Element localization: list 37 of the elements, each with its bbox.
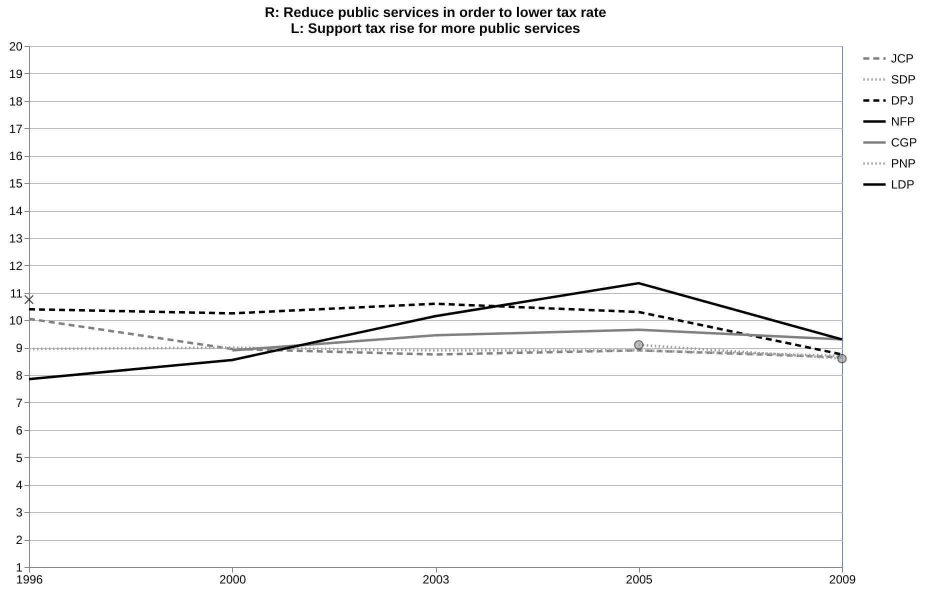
y-tick-label: 8 <box>16 368 23 383</box>
x-tick-label: 2009 <box>829 572 856 586</box>
x-tick-label: 2003 <box>422 572 450 586</box>
y-tick-label: 7 <box>16 396 23 410</box>
x-tick-label: 2005 <box>626 572 653 586</box>
y-tick-label: 13 <box>9 231 23 246</box>
y-tick-label: 5 <box>16 450 23 465</box>
x-tick-label: 1996 <box>16 572 44 586</box>
point <box>837 354 847 364</box>
y-tick-label: 2 <box>16 533 23 548</box>
y-tick-label: 17 <box>9 122 23 136</box>
y-tick-label: 3 <box>16 506 23 520</box>
line-series <box>28 282 844 380</box>
y-tick-label: 14 <box>9 204 23 218</box>
y-tick-label: 15 <box>9 176 23 191</box>
y-tick-label: 10 <box>9 314 23 328</box>
legend-label: JCP <box>891 52 914 66</box>
y-tick-label: 9 <box>16 341 23 356</box>
chart-title: R: Reduce public services in order to lower tax rate L: Support tax rise for more public services <box>264 4 606 36</box>
y-tick-label: 19 <box>9 66 23 81</box>
legend-label: PNP <box>891 156 916 170</box>
y-tick-label: 20 <box>9 40 23 54</box>
x-tick-label: 2000 <box>219 572 246 586</box>
y-tick-label: 4 <box>16 478 23 492</box>
legend-label: LDP <box>891 178 914 192</box>
legend-label: DPJ <box>891 94 914 108</box>
legend-label: CGP <box>891 136 918 150</box>
y-tick-label: 6 <box>16 423 23 438</box>
point <box>634 340 644 350</box>
y-tick-label: 16 <box>9 149 23 164</box>
legend-label: NFP <box>891 114 915 128</box>
y-tick-label: 12 <box>9 258 23 273</box>
point <box>24 294 34 304</box>
y-tick-label: 1 <box>16 560 23 574</box>
y-tick-label: 11 <box>10 286 23 300</box>
y-tick-label: 18 <box>9 94 23 108</box>
legend-label: SDP <box>891 72 916 86</box>
